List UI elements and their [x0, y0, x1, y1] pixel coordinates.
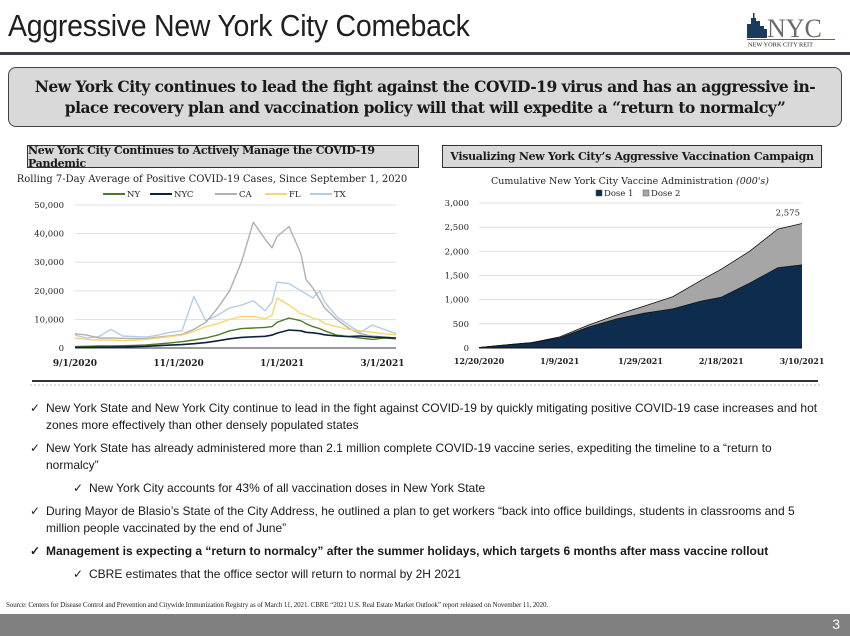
- x-tick-label: 3/10/2021: [780, 356, 825, 366]
- checkmark-icon: ✓: [73, 481, 84, 495]
- y-tick-label: 3,000: [445, 199, 469, 209]
- legend-label-nyc: NYC: [174, 190, 193, 200]
- y-tick-label: 0: [59, 344, 64, 354]
- x-tick-label: 1/29/2021: [618, 356, 663, 366]
- bullet-text: New York City accounts for 43% of all va…: [89, 481, 486, 495]
- y-tick-label: 20,000: [34, 287, 64, 297]
- x-tick-label: 2/18/2021: [699, 356, 744, 366]
- dose-2-edge: [478, 223, 803, 348]
- chart-title-units: (000's): [736, 176, 769, 187]
- y-tick-label: 500: [453, 320, 469, 330]
- y-tick-label: 1,000: [445, 296, 469, 306]
- left-section-header: New York City Continues to Actively Mana…: [27, 144, 419, 170]
- logo-main-text: NYC: [767, 14, 822, 43]
- bullet-item: ✓ During Mayor de Blasio’s State of the C…: [30, 503, 820, 537]
- bullet-text: New York State and New York City continu…: [46, 401, 818, 432]
- y-tick-label: 40,000: [34, 230, 64, 240]
- series-line-ca: [74, 221, 397, 340]
- y-tick-label: 2,000: [445, 247, 469, 257]
- vaccine-area-chart: Cumulative New York City Vaccine Adminis…: [425, 170, 850, 370]
- chart-title-main: Cumulative New York City Vaccine Adminis…: [491, 176, 736, 187]
- covid-cases-line-chart: Rolling 7-Day Average of Positive COVID-…: [0, 170, 425, 370]
- x-tick-label: 1/1/2021: [260, 359, 304, 369]
- checkmark-icon: ✓: [30, 441, 41, 455]
- title-divider: [0, 52, 850, 55]
- series-line-nyc: [74, 329, 397, 349]
- source-note: Source: Centers for Disease Control and …: [6, 601, 549, 609]
- y-tick-label: 0: [464, 344, 469, 354]
- bullet-item: ✓ CBRE estimates that the office sector w…: [73, 566, 820, 583]
- y-tick-label: 30,000: [34, 258, 64, 268]
- company-logo: NYC NEW YORK CITY REIT: [745, 10, 837, 50]
- legend-swatch-dose-2: [642, 189, 650, 197]
- x-tick-label: 3/1/2021: [360, 359, 404, 369]
- total-data-label: 2,575: [776, 209, 800, 219]
- y-tick-label: 2,500: [445, 223, 469, 233]
- legend-label-ny: NY: [127, 190, 140, 200]
- y-tick-label: 1,500: [445, 272, 469, 282]
- x-tick-label: 9/1/2020: [53, 359, 97, 369]
- legend-label-ca: CA: [239, 190, 253, 200]
- dotted-divider: [30, 384, 820, 386]
- bullet-text: New York State has already administered …: [46, 441, 772, 472]
- bullet-text: During Mayor de Blasio’s State of the Ci…: [46, 504, 795, 535]
- checkmark-icon: ✓: [30, 504, 41, 518]
- x-tick-label: 12/20/2020: [454, 356, 505, 366]
- skyline-icon: [747, 13, 767, 38]
- area-dose-1: [479, 264, 802, 348]
- right-section-header: Visualizing New York City’s Aggressive V…: [442, 145, 822, 168]
- checkmark-icon: ✓: [30, 401, 41, 415]
- bullet-text: Management is expecting a “return to nor…: [46, 544, 769, 558]
- content-divider: [32, 380, 818, 382]
- legend-label-fl: FL: [289, 190, 301, 200]
- bullet-item: ✓ Management is expecting a “return to no…: [30, 543, 820, 560]
- footer-bar: 3: [0, 614, 850, 636]
- logo-sub-text: NEW YORK CITY REIT: [748, 42, 813, 49]
- legend-swatch-dose-1: [595, 189, 603, 197]
- series-line-tx: [74, 281, 397, 339]
- bullet-item: ✓ New York State has already administered…: [30, 440, 820, 474]
- checkmark-icon: ✓: [73, 567, 84, 581]
- chart-title: Rolling 7-Day Average of Positive COVID-…: [17, 174, 408, 185]
- bullet-list: ✓ New York State and New York City contin…: [30, 400, 820, 589]
- x-tick-label: 11/1/2020: [153, 359, 203, 369]
- page-title: Aggressive New York City Comeback: [8, 8, 470, 43]
- summary-callout: New York City continues to lead the figh…: [8, 67, 842, 127]
- legend-label-dose-2: Dose 2: [651, 189, 680, 199]
- chart-title: Cumulative New York City Vaccine Adminis…: [491, 176, 769, 187]
- series-line-ny: [74, 317, 397, 348]
- y-tick-label: 10,000: [34, 315, 64, 325]
- page-number: 3: [832, 616, 840, 632]
- x-tick-label: 1/9/2021: [540, 356, 579, 366]
- series-line-fl: [74, 297, 397, 342]
- bullet-item: ✓ New York City accounts for 43% of all v…: [73, 480, 820, 497]
- bullet-item: ✓ New York State and New York City contin…: [30, 400, 820, 434]
- y-tick-label: 50,000: [34, 201, 64, 211]
- legend-label-dose-1: Dose 1: [604, 189, 633, 199]
- legend-label-tx: TX: [334, 190, 347, 200]
- checkmark-icon: ✓: [30, 544, 41, 558]
- bullet-text: CBRE estimates that the office sector wi…: [89, 567, 461, 581]
